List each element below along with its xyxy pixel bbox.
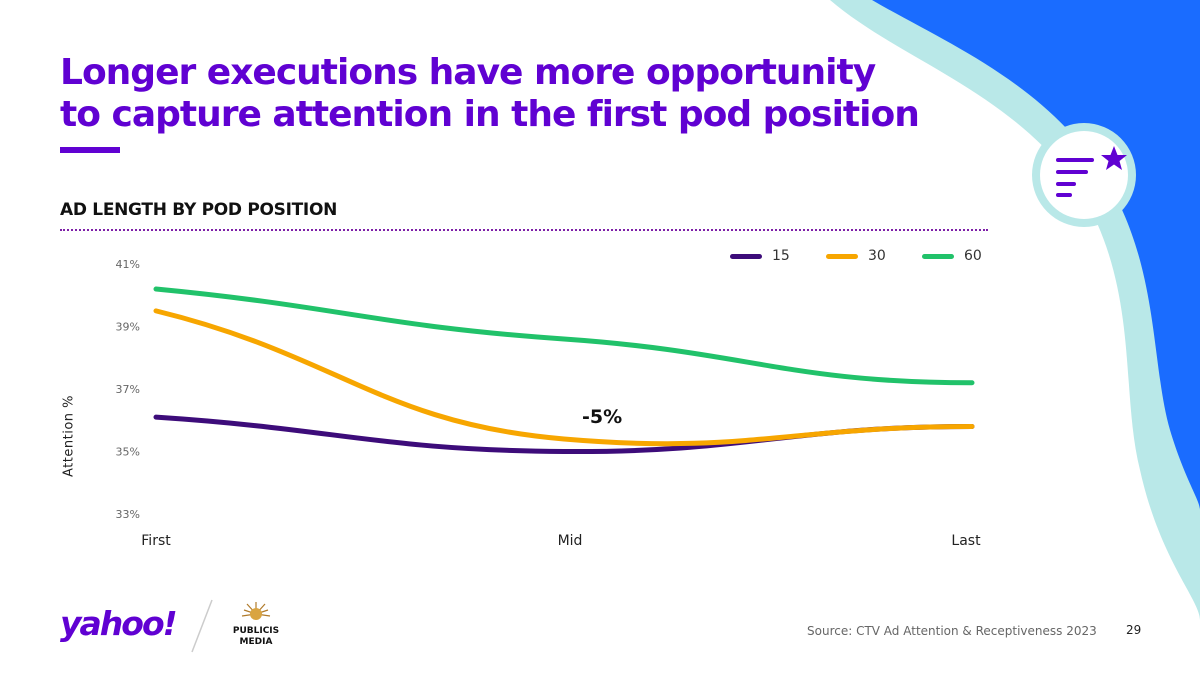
y-axis-label: Attention % — [61, 395, 77, 477]
change-annotation: -5% — [582, 406, 623, 428]
page-number: 29 — [1126, 623, 1142, 637]
legend-swatch — [730, 253, 762, 259]
publicis-media-logo: PUBLICIS MEDIA — [220, 600, 292, 650]
chart-title: AD LENGTH BY POD POSITION — [60, 200, 338, 220]
legend-item-15: 15 — [730, 248, 826, 264]
legend-item-60: 60 — [922, 248, 1018, 264]
title-line-2: to capture attention in the first pod po… — [60, 94, 920, 135]
x-tick-label: First — [141, 533, 171, 549]
legend-item-30: 30 — [826, 248, 922, 264]
series-line-60 — [153, 286, 975, 386]
legend-swatch — [922, 253, 954, 259]
list-star-icon — [1056, 158, 1094, 197]
x-tick-label: Last — [951, 533, 981, 549]
legend-swatch — [826, 253, 858, 259]
publicis-line-2: MEDIA — [239, 637, 273, 647]
page-title: Longer executions have more opportunity … — [60, 52, 960, 136]
dotted-divider — [60, 229, 988, 231]
series-line-15 — [153, 414, 975, 455]
star-icon — [1101, 146, 1127, 170]
legend-label: 30 — [868, 248, 886, 264]
series-line-30 — [153, 308, 975, 447]
y-tick-label: 41% — [116, 258, 140, 271]
publicis-wordmark: PUBLICIS MEDIA — [220, 626, 292, 648]
sun-emblem-icon — [241, 602, 271, 620]
source-note: Source: CTV Ad Attention & Receptiveness… — [807, 624, 1097, 638]
yahoo-logo: yahoo! — [60, 604, 178, 643]
legend-label: 60 — [964, 248, 982, 264]
y-tick-label: 37% — [116, 383, 140, 396]
y-tick-label: 39% — [116, 321, 140, 334]
chart-legend: 15 30 60 — [730, 248, 1018, 264]
legend-label: 15 — [772, 248, 790, 264]
list-star-badge — [1032, 123, 1136, 227]
title-underline — [60, 147, 120, 153]
x-tick-label: Mid — [558, 533, 583, 549]
publicis-line-1: PUBLICIS — [232, 626, 280, 636]
y-tick-label: 35% — [116, 446, 140, 459]
y-tick-label: 33% — [116, 508, 140, 521]
logo-separator — [191, 599, 213, 653]
title-line-1: Longer executions have more opportunity — [60, 52, 876, 93]
